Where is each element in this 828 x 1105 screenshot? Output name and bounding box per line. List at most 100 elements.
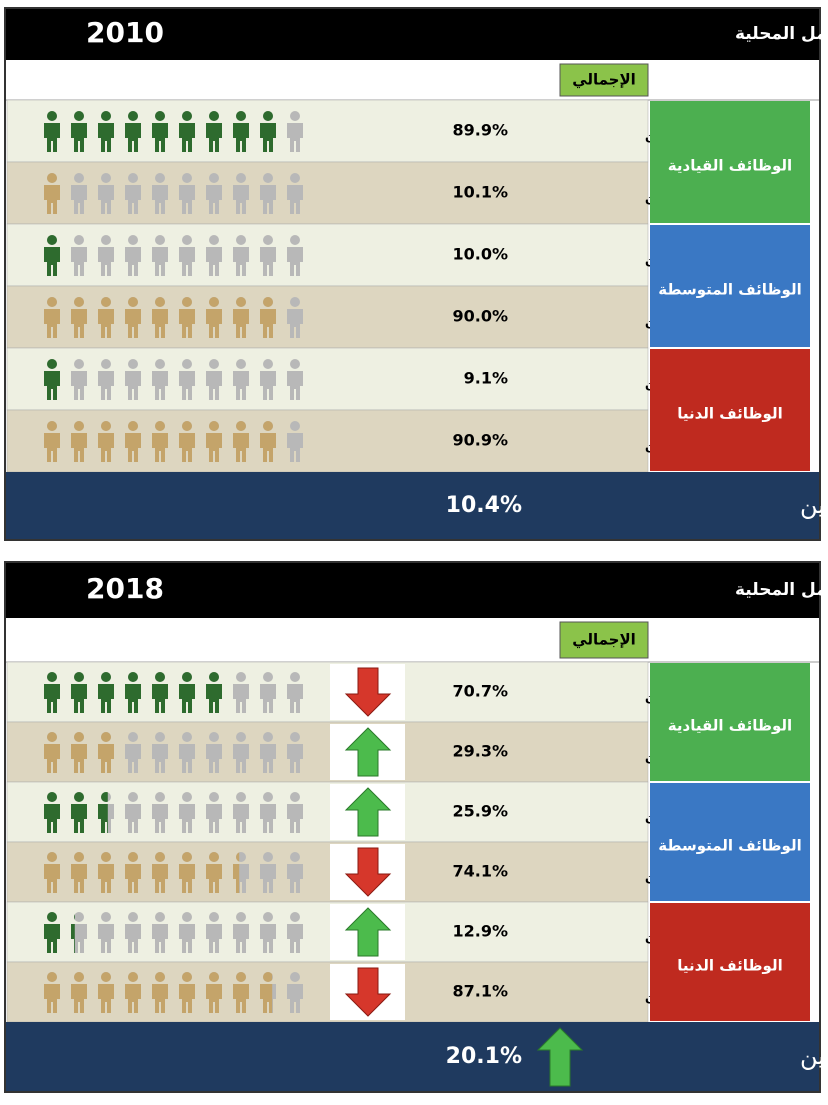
- person-icon-empty: [233, 912, 249, 953]
- category-cell: [650, 663, 810, 781]
- row-percent: 29.3%: [452, 742, 508, 761]
- person-icon-empty: [287, 173, 303, 214]
- person-icon: [260, 111, 276, 152]
- person-icon-empty: [71, 359, 87, 400]
- person-icon-empty: [206, 235, 222, 276]
- person-icon-empty: [125, 235, 141, 276]
- trend-arrow: [344, 847, 392, 897]
- person-icon-empty: [260, 672, 276, 713]
- rate-label: معدل التوطين: [800, 1042, 828, 1070]
- person-icon: [98, 732, 114, 773]
- panel-year: 2018: [86, 572, 164, 605]
- total-header-cell: [559, 63, 649, 97]
- person-icon-empty: [152, 173, 168, 214]
- person-icon: [233, 421, 249, 462]
- person-icon: [71, 852, 87, 893]
- person-icon-empty: [233, 672, 249, 713]
- panel-title: التوزيع النسبي للعمالة السعودية والوافدة…: [735, 580, 828, 600]
- person-icon: [71, 732, 87, 773]
- person-icon: [233, 111, 249, 152]
- person-icon-empty: [287, 972, 303, 1013]
- person-icon-empty: [179, 732, 195, 773]
- person-icon-empty: [233, 173, 249, 214]
- panel-year: 2010: [86, 16, 164, 49]
- person-icon-empty: [260, 359, 276, 400]
- person-icon: [44, 972, 60, 1013]
- person-icon-empty: [152, 792, 168, 833]
- person-icon: [179, 972, 195, 1013]
- category-cell: [650, 101, 810, 223]
- person-icon: [44, 359, 60, 400]
- person-icon: [152, 672, 168, 713]
- person-icon-empty: [98, 235, 114, 276]
- person-icon-empty: [287, 912, 303, 953]
- person-icon-empty: [233, 235, 249, 276]
- person-icon-empty: [179, 173, 195, 214]
- total-header-cell: [559, 621, 649, 659]
- panel-title: التوزيع النسبي للعمالة السعودية والوافدة…: [735, 24, 828, 44]
- person-icon-empty: [287, 297, 303, 338]
- category-cell: [650, 903, 810, 1021]
- person-icon: [152, 297, 168, 338]
- person-icon: [152, 852, 168, 893]
- person-icon-empty: [152, 235, 168, 276]
- row-percent: 10.1%: [452, 183, 508, 202]
- person-icon-empty: [152, 732, 168, 773]
- person-icon: [233, 297, 249, 338]
- person-icon: [152, 111, 168, 152]
- person-icon-empty: [125, 792, 141, 833]
- row-percent: 12.9%: [452, 922, 508, 941]
- row-percent: 70.7%: [452, 682, 508, 701]
- trend-arrow: [344, 907, 392, 957]
- category-name: الوظائف الدنيا: [677, 957, 782, 975]
- title-bar: [6, 563, 819, 618]
- person-icon: [71, 111, 87, 152]
- rate-value: 20.1%: [446, 1044, 522, 1069]
- person-icon-empty: [206, 173, 222, 214]
- rate-arrow: [536, 1027, 584, 1087]
- row-percent: 10.0%: [452, 245, 508, 264]
- person-icon: [206, 672, 222, 713]
- person-icon-empty: [206, 359, 222, 400]
- person-icon-empty: [287, 111, 303, 152]
- person-icon: [98, 852, 114, 893]
- category-name: الوظائف المتوسطة: [658, 837, 801, 855]
- person-icon: [125, 421, 141, 462]
- total-header: الإجمالي: [572, 631, 636, 649]
- row-percent: 87.1%: [452, 982, 508, 1001]
- category-name: الوظائف القيادية: [668, 717, 792, 735]
- person-icon-empty: [206, 732, 222, 773]
- person-icon-empty: [179, 235, 195, 276]
- person-icon-empty: [125, 359, 141, 400]
- person-icon-empty: [260, 173, 276, 214]
- summary-bar: [6, 1022, 819, 1091]
- person-icon: [71, 792, 87, 833]
- person-icon-empty: [260, 852, 276, 893]
- summary-bar: [6, 472, 819, 539]
- person-icon-empty: [287, 792, 303, 833]
- trend-arrow: [344, 967, 392, 1017]
- category-cell: [650, 783, 810, 901]
- person-icon: [179, 421, 195, 462]
- person-icon-empty: [287, 235, 303, 276]
- person-icon-empty: [260, 792, 276, 833]
- person-icon: [44, 173, 60, 214]
- person-icon: [44, 912, 60, 953]
- person-icon: [44, 421, 60, 462]
- person-icon: [206, 111, 222, 152]
- person-icon-empty: [206, 792, 222, 833]
- person-icon-empty: [179, 912, 195, 953]
- person-icon: [233, 852, 240, 893]
- row-percent: 89.9%: [452, 121, 508, 140]
- person-icon-empty: [179, 792, 195, 833]
- person-icon-empty: [98, 173, 114, 214]
- person-icon: [98, 972, 114, 1013]
- category-name: الوظائف المتوسطة: [658, 281, 801, 299]
- person-icon-empty: [287, 359, 303, 400]
- rate-label: معدل التوطين: [800, 491, 828, 519]
- person-icon-empty: [71, 235, 87, 276]
- person-icon: [125, 111, 141, 152]
- row-percent: 74.1%: [452, 862, 508, 881]
- title-bar: [6, 9, 819, 60]
